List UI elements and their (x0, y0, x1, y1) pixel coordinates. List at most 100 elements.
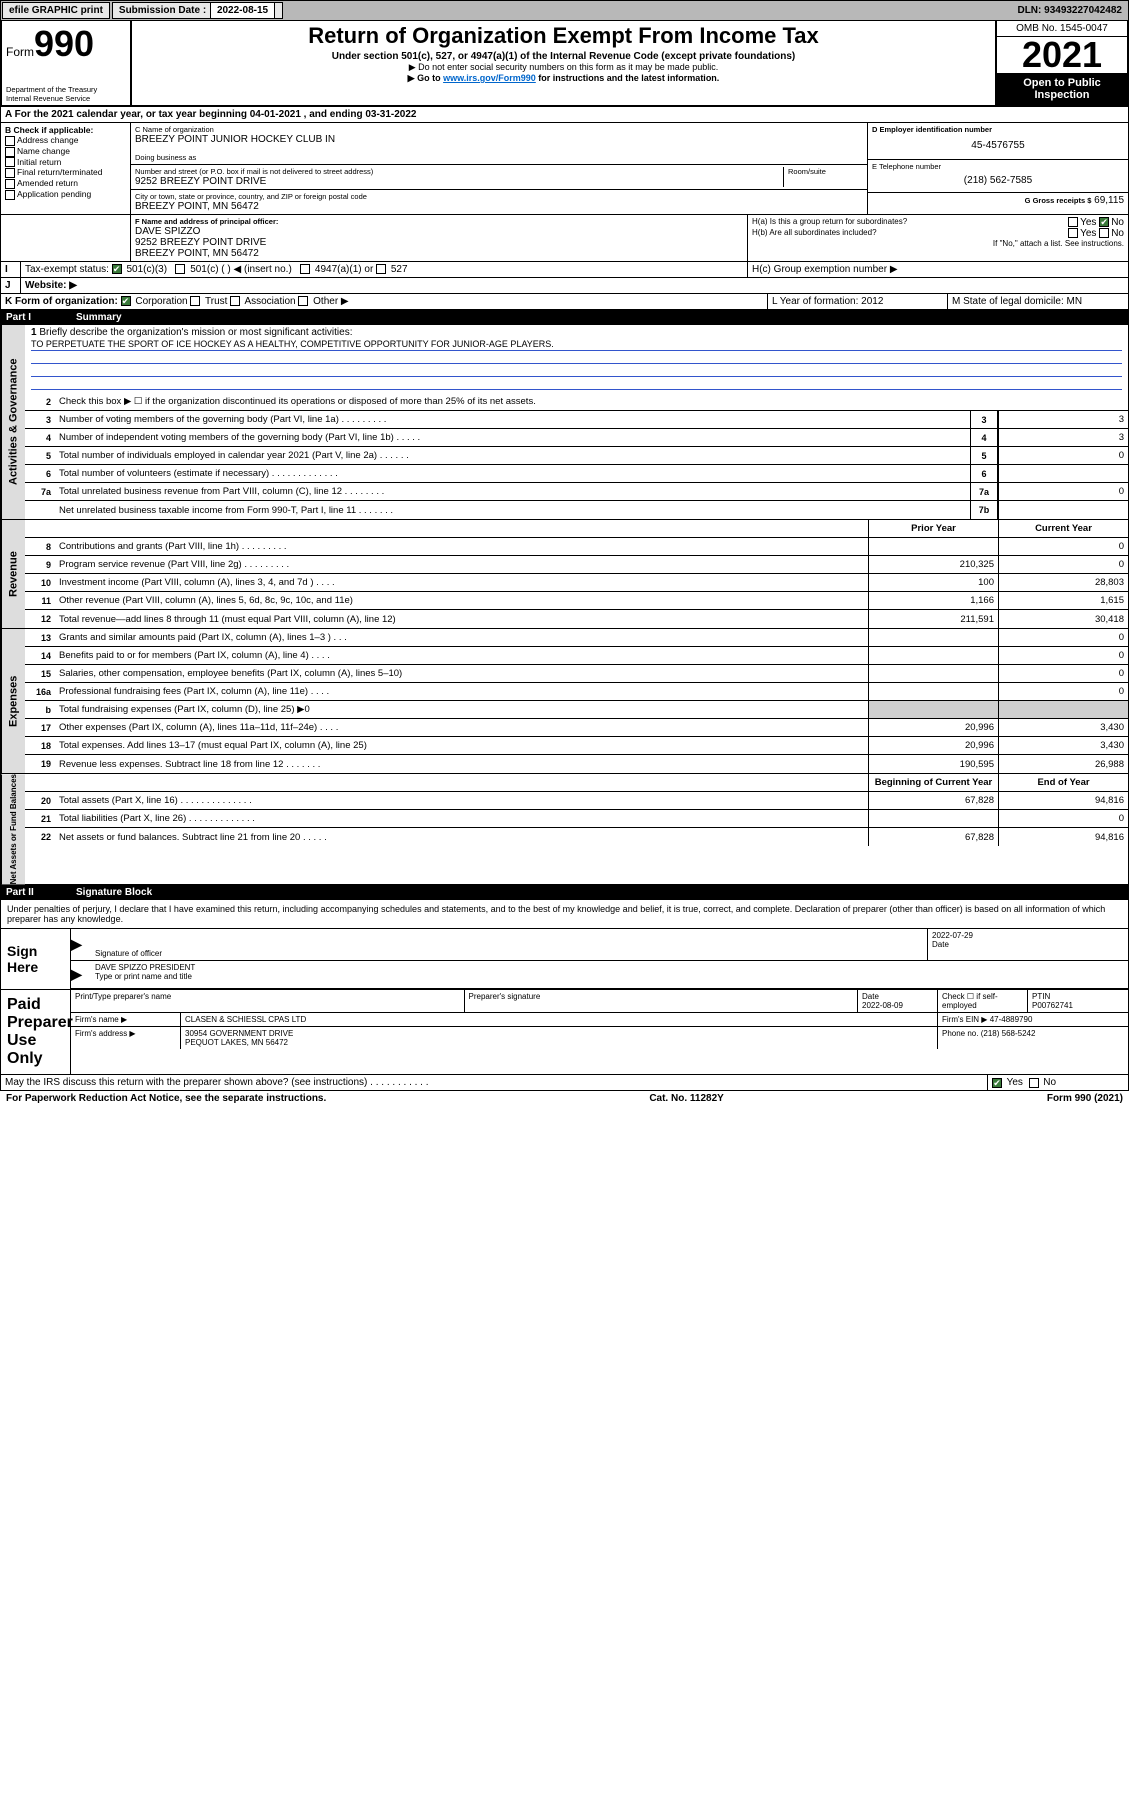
ha-no[interactable]: No (1111, 217, 1124, 228)
self-employed-check[interactable]: Check ☐ if self-employed (938, 990, 1028, 1012)
begin-year-header: Beginning of Current Year (868, 774, 998, 791)
ptin-value: P00762741 (1032, 1001, 1124, 1010)
table-row: 21Total liabilities (Part X, line 26) . … (25, 810, 1128, 828)
j-label: J (1, 278, 21, 293)
firm-addr2: PEQUOT LAKES, MN 56472 (185, 1038, 933, 1047)
officer-name-label: Type or print name and title (95, 972, 1124, 981)
k-row: K Form of organization: ✔ Corporation Tr… (0, 294, 1129, 310)
subtitle-1: Under section 501(c), 527, or 4947(a)(1)… (138, 51, 989, 62)
corp-check-icon: ✔ (121, 296, 131, 306)
rev-header-row: Prior Year Current Year (25, 520, 1128, 538)
table-row: 6Total number of volunteers (estimate if… (25, 465, 1128, 483)
table-row: 13Grants and similar amounts paid (Part … (25, 629, 1128, 647)
q2-line: 2Check this box ▶ ☐ if the organization … (25, 393, 1128, 411)
table-row: 7aTotal unrelated business revenue from … (25, 483, 1128, 501)
dln-label: DLN: 93493227042482 (1011, 5, 1128, 16)
hb-label: H(b) Are all subordinates included? (752, 228, 972, 239)
opt-application-pending[interactable]: Application pending (5, 189, 126, 200)
mission-block: 1 Briefly describe the organization's mi… (25, 325, 1128, 393)
firm-ein-label: Firm's EIN ▶ (942, 1015, 987, 1024)
ptin-label: PTIN (1032, 992, 1124, 1001)
table-row: bTotal fundraising expenses (Part IX, co… (25, 701, 1128, 719)
org-info-block: B Check if applicable: Address change Na… (0, 123, 1129, 215)
ha-no-check-icon: ✔ (1099, 217, 1109, 227)
firm-name: CLASEN & SCHIESSL CPAS LTD (181, 1013, 938, 1026)
ein-row: D Employer identification number 45-4576… (868, 123, 1128, 160)
table-row: 16aProfessional fundraising fees (Part I… (25, 683, 1128, 701)
hb-no[interactable]: No (1111, 228, 1124, 239)
opt-other[interactable]: Other ▶ (313, 296, 348, 307)
officer-name: DAVE SPIZZO (135, 226, 743, 237)
firm-phone: (218) 568-5242 (981, 1029, 1036, 1038)
irs-link[interactable]: www.irs.gov/Form990 (443, 73, 536, 83)
q1-label: Briefly describe the organization's miss… (39, 327, 352, 338)
subtitle-2: ▶ Do not enter social security numbers o… (138, 62, 989, 73)
table-row: Net unrelated business taxable income fr… (25, 501, 1128, 519)
opt-address-change[interactable]: Address change (5, 135, 126, 146)
form-number: Form990 (6, 23, 126, 65)
opt-527[interactable]: 527 (391, 264, 408, 275)
sign-here-block: Sign Here ▶ Signature of officer 2022-07… (0, 929, 1129, 990)
opt-corporation[interactable]: Corporation (135, 296, 187, 307)
firm-addr-label: Firm's address ▶ (71, 1027, 181, 1049)
submission-date-label: Submission Date : (119, 5, 206, 16)
discuss-no[interactable]: No (1043, 1077, 1056, 1088)
part1-header: Part ISummary (0, 310, 1129, 325)
hb-yes[interactable]: Yes (1080, 228, 1096, 239)
sign-date: 2022-07-29 (932, 931, 1124, 940)
website-label: Website: ▶ (21, 278, 1128, 293)
dept-label: Department of the Treasury Internal Reve… (6, 85, 126, 103)
mission-text: TO PERPETUATE THE SPORT OF ICE HOCKEY AS… (31, 339, 1122, 351)
address-row: Number and street (or P.O. box if mail i… (131, 165, 867, 190)
org-name-row: C Name of organization BREEZY POINT JUNI… (131, 123, 867, 165)
table-row: 20Total assets (Part X, line 16) . . . .… (25, 792, 1128, 810)
opt-association[interactable]: Association (244, 296, 295, 307)
table-row: 9Program service revenue (Part VIII, lin… (25, 556, 1128, 574)
table-row: 11Other revenue (Part VIII, column (A), … (25, 592, 1128, 610)
opt-amended-return[interactable]: Amended return (5, 178, 126, 189)
discuss-yes[interactable]: Yes (1007, 1077, 1023, 1088)
preparer-sig-label: Preparer's signature (465, 990, 859, 1012)
net-header-row: Beginning of Current Year End of Year (25, 774, 1128, 792)
city-row: City or town, state or province, country… (131, 190, 867, 214)
table-row: 12Total revenue—add lines 8 through 11 (… (25, 610, 1128, 628)
table-row: 14Benefits paid to or for members (Part … (25, 647, 1128, 665)
year-formation: L Year of formation: 2012 (768, 294, 948, 309)
opt-initial-return[interactable]: Initial return (5, 157, 126, 168)
c3-check-icon: ✔ (112, 264, 122, 274)
firm-phone-label: Phone no. (942, 1029, 978, 1038)
discuss-text: May the IRS discuss this return with the… (1, 1075, 988, 1090)
declaration-text: Under penalties of perjury, I declare th… (0, 900, 1129, 929)
opt-4947[interactable]: 4947(a)(1) or (315, 264, 373, 275)
opt-501c[interactable]: 501(c) ( ) ◀ (insert no.) (190, 264, 292, 275)
expenses-section: Expenses 13Grants and similar amounts pa… (0, 629, 1129, 774)
discuss-yes-check-icon: ✔ (992, 1078, 1002, 1088)
tax-period-row: A For the 2021 calendar year, or tax yea… (0, 107, 1129, 123)
prep-date: 2022-08-09 (862, 1001, 933, 1010)
table-row: 10Investment income (Part VIII, column (… (25, 574, 1128, 592)
footer-right: Form 990 (2021) (1047, 1093, 1123, 1104)
table-row: 5Total number of individuals employed in… (25, 447, 1128, 465)
opt-trust[interactable]: Trust (205, 296, 227, 307)
tax-status-row: I Tax-exempt status: ✔ 501(c)(3) 501(c) … (0, 262, 1129, 278)
part2-header: Part IISignature Block (0, 885, 1129, 900)
officer-sig-label: Signature of officer (95, 949, 923, 958)
ein-label: D Employer identification number (872, 125, 1124, 134)
efile-button[interactable]: efile GRAPHIC print (2, 2, 110, 19)
table-row: 22Net assets or fund balances. Subtract … (25, 828, 1128, 846)
opt-501c3[interactable]: 501(c)(3) (126, 264, 167, 275)
opt-name-change[interactable]: Name change (5, 146, 126, 157)
footer-mid: Cat. No. 11282Y (649, 1093, 723, 1104)
gross-value: 69,115 (1094, 195, 1124, 206)
current-year-header: Current Year (998, 520, 1128, 537)
governance-section: Activities & Governance 1 Briefly descri… (0, 325, 1129, 520)
firm-name-label: Firm's name ▶ (71, 1013, 181, 1026)
ha-yes[interactable]: Yes (1080, 217, 1096, 228)
submission-date-button[interactable]: Submission Date : 2022-08-15 (112, 2, 283, 19)
table-row: 4Number of independent voting members of… (25, 429, 1128, 447)
phone-row: E Telephone number (218) 562-7585 (868, 160, 1128, 193)
revenue-side-label: Revenue (1, 520, 25, 628)
opt-final-return[interactable]: Final return/terminated (5, 167, 126, 178)
phone-value: (218) 562-7585 (872, 171, 1124, 190)
form-year: 2021 (997, 37, 1127, 73)
